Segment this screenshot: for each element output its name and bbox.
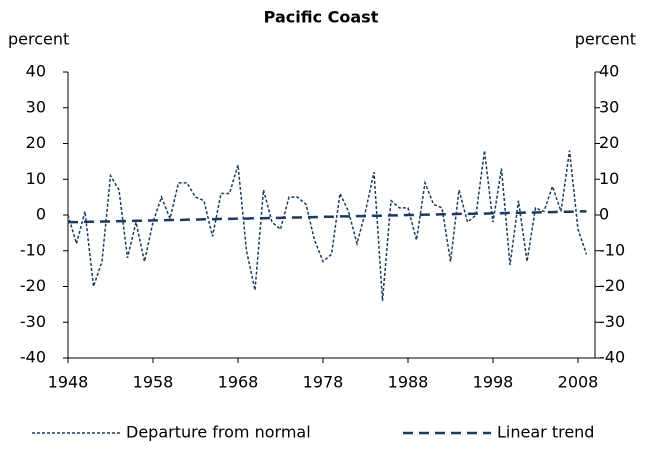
y-tick-label: 40 <box>26 62 46 81</box>
y-tick-label: 10 <box>26 169 46 188</box>
y2-tick-label: 30 <box>599 97 619 116</box>
y-tick-label: -10 <box>20 240 46 259</box>
x-tick-label: 1988 <box>388 373 429 392</box>
y2-tick-label: -30 <box>599 312 625 331</box>
series-line <box>67 150 588 301</box>
y2-tick-label: -40 <box>599 348 625 367</box>
y2-tick-label: -20 <box>599 276 625 295</box>
legend-label: Linear trend <box>497 423 594 442</box>
x-tick-label: 1948 <box>48 373 89 392</box>
y-tick-label: 20 <box>26 133 46 152</box>
y-tick-label: -30 <box>20 312 46 331</box>
x-tick-label: 1998 <box>473 373 514 392</box>
y2-tick-label: 20 <box>599 133 619 152</box>
y2-tick-label: -10 <box>599 240 625 259</box>
x-tick-label: 2008 <box>558 373 599 392</box>
y2-tick-label: 40 <box>599 62 619 81</box>
y-axis-label: percent <box>8 30 69 49</box>
y2-axis-label: percent <box>575 30 636 49</box>
series-line <box>68 210 587 224</box>
x-tick-label: 1968 <box>218 373 259 392</box>
x-tick-label: 1978 <box>303 373 344 392</box>
y2-tick-label: 0 <box>599 205 609 224</box>
y-tick-label: 30 <box>26 97 46 116</box>
y-tick-label: 0 <box>36 205 46 224</box>
x-tick-label: 1958 <box>133 373 174 392</box>
y2-tick-label: 10 <box>599 169 619 188</box>
chart-title: Pacific Coast <box>264 8 379 27</box>
legend-label: Departure from normal <box>126 423 311 442</box>
y-tick-label: -20 <box>20 276 46 295</box>
y-tick-label: -40 <box>20 348 46 367</box>
